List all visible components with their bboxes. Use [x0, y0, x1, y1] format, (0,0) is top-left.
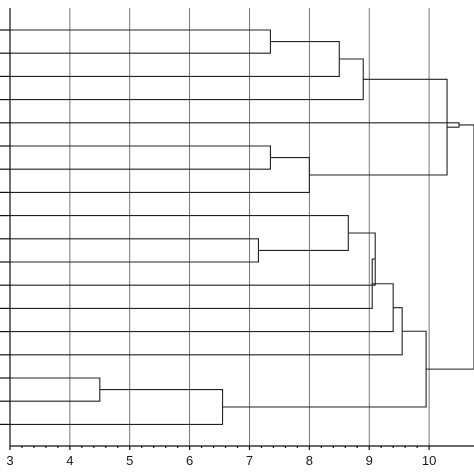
link-m2	[10, 41, 340, 77]
link-m5	[10, 157, 310, 193]
link-m6	[309, 78, 448, 176]
x-tick-label: 5	[126, 453, 133, 468]
link-m15	[10, 389, 224, 425]
grid-lines	[69, 8, 430, 446]
x-tick-label: 8	[306, 453, 313, 468]
link-m12	[10, 283, 394, 333]
x-tick-label: 6	[186, 453, 193, 468]
link-m4	[10, 145, 271, 170]
x-tick-label: 7	[246, 453, 253, 468]
x-axis: 3 4 5 6 7 8 9 10	[6, 8, 474, 468]
x-tick-label: 9	[366, 453, 373, 468]
link-m8	[10, 238, 260, 263]
link-m10	[10, 232, 376, 286]
link-m16	[222, 330, 427, 408]
link-m11	[10, 258, 376, 309]
link-m7	[10, 122, 460, 128]
x-tick-label: 10	[422, 453, 436, 468]
link-m9	[10, 215, 349, 251]
x-tick-label: 3	[6, 453, 13, 468]
x-tick-label: 4	[66, 453, 73, 468]
link-m3	[10, 58, 364, 101]
dendrogram-links	[10, 29, 474, 425]
link-m17	[426, 124, 474, 370]
link-m1	[10, 29, 271, 54]
link-m14	[10, 377, 101, 402]
leaf-tick-marks	[0, 29, 10, 425]
